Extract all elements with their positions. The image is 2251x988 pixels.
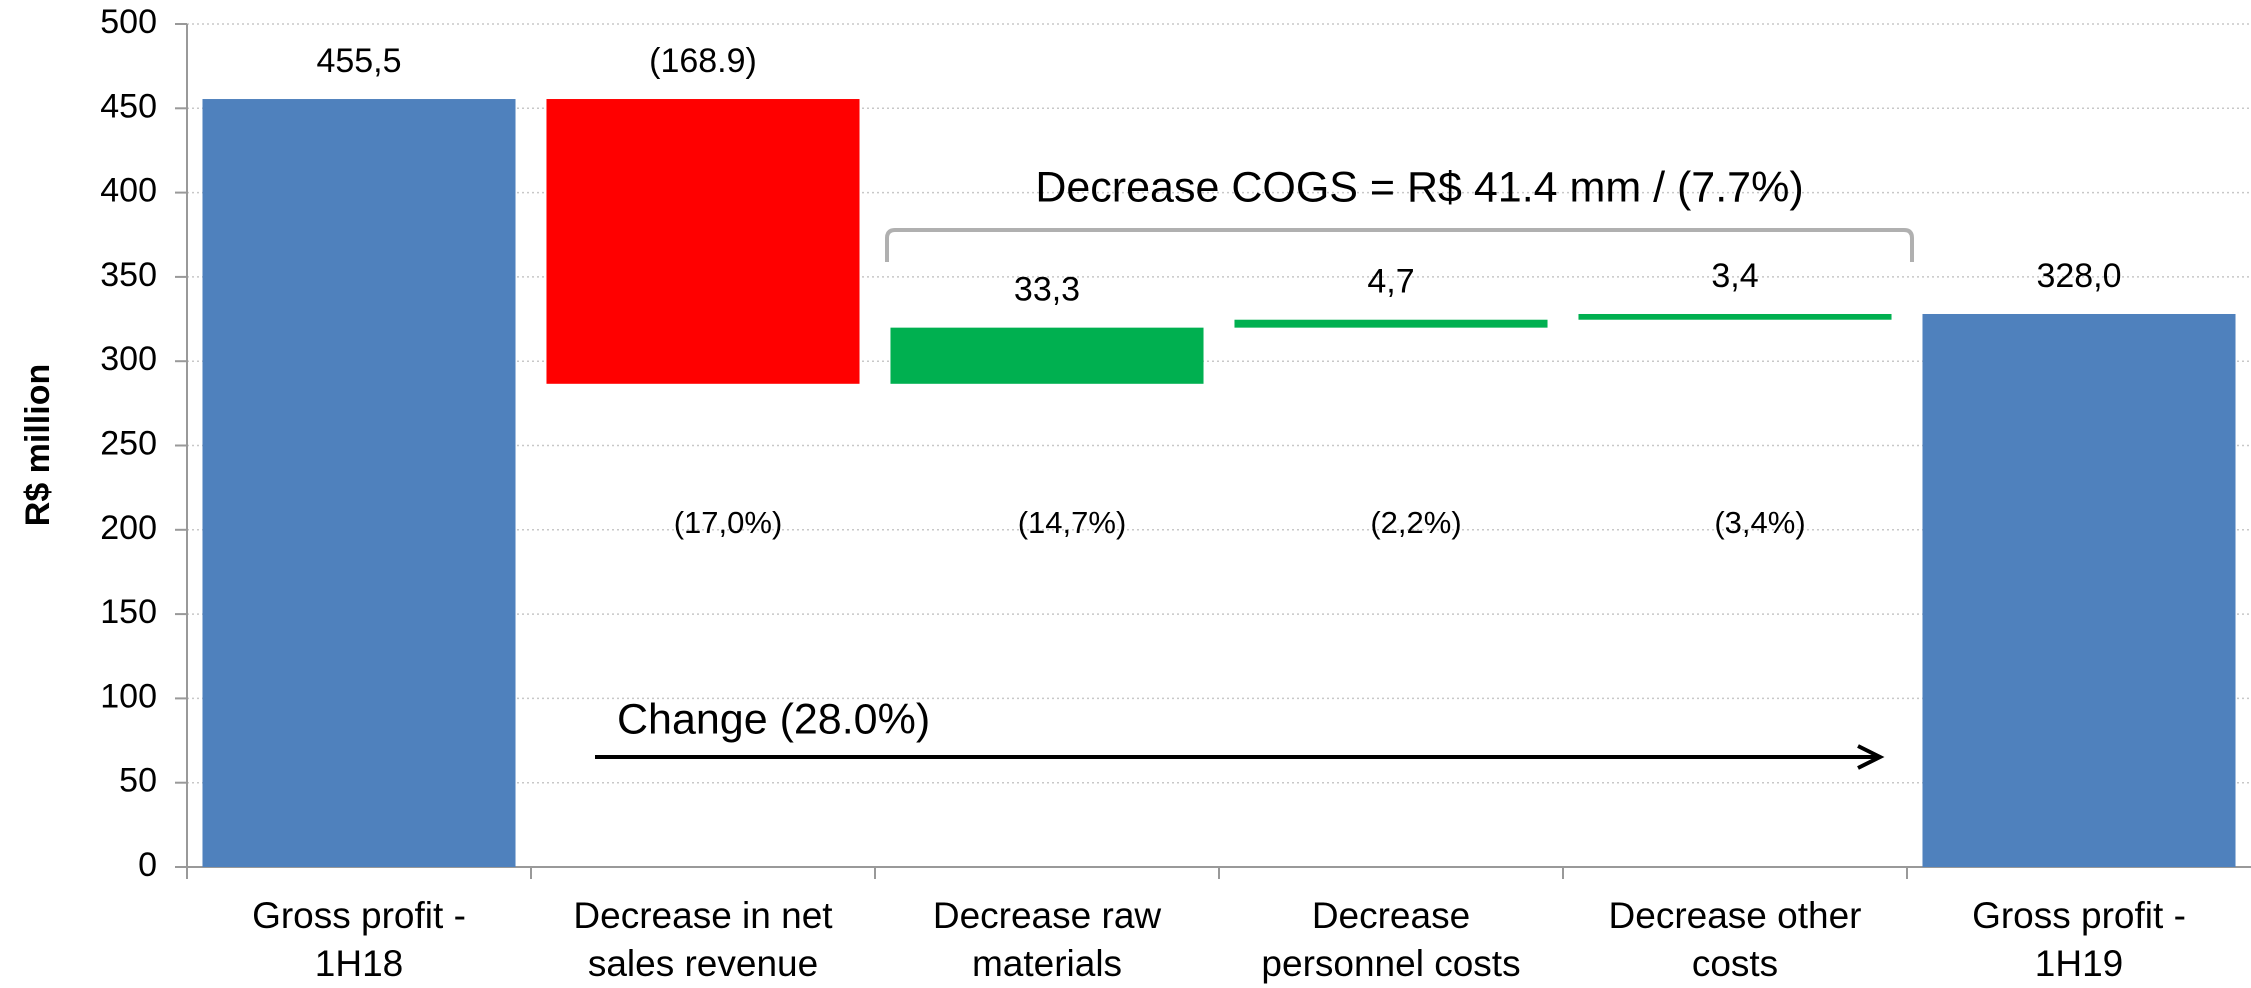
y-tick-label: 350: [100, 256, 157, 294]
x-tick-label: Decrease other costs: [1608, 895, 1862, 984]
x-tick-label: Gross profit - 1H18: [252, 895, 466, 984]
y-axis-label: R$ million: [19, 364, 57, 526]
bar: [890, 327, 1204, 384]
x-tick-label: Decrease personnel costs: [1261, 895, 1521, 984]
value-label: 4,7: [1367, 263, 1414, 301]
y-tick-label: 450: [100, 87, 157, 125]
bar: [1922, 313, 2236, 867]
arrow-head: [1857, 744, 1885, 770]
x-tick-label: Decrease in net sales revenue: [573, 895, 833, 984]
value-label: 455,5: [316, 42, 401, 80]
value-label: 3,4: [1711, 257, 1758, 295]
y-tick-label: 500: [100, 3, 157, 41]
percent-label: (14,7%): [1018, 505, 1127, 540]
bar: [1234, 319, 1548, 328]
value-label: 33,3: [1014, 271, 1080, 309]
y-tick-label: 400: [100, 172, 157, 210]
percent-label: (17,0%): [674, 505, 783, 540]
percent-label: (3,4%): [1714, 505, 1805, 540]
y-tick-label: 0: [138, 846, 157, 884]
y-tick-label: 300: [100, 340, 157, 378]
value-label: 328,0: [2036, 257, 2121, 295]
bar: [202, 99, 516, 868]
x-tick-label: Decrease raw materials: [932, 895, 1162, 984]
bar: [546, 99, 860, 384]
y-tick-label: 50: [119, 762, 157, 800]
annotation: Decrease COGS = R$ 41.4 mm / (7.7%): [1035, 163, 1803, 211]
brace: [885, 228, 1914, 262]
x-tick-label: Gross profit - 1H19: [1972, 895, 2186, 984]
bar: [1578, 313, 1892, 320]
annotation: Change (28.0%): [617, 695, 930, 743]
y-tick-label: 250: [100, 424, 157, 462]
y-tick-label: 200: [100, 509, 157, 547]
y-tick-label: 150: [100, 593, 157, 631]
value-label: (168.9): [649, 42, 757, 80]
percent-label: (2,2%): [1370, 505, 1461, 540]
y-tick-label: 100: [100, 677, 157, 715]
